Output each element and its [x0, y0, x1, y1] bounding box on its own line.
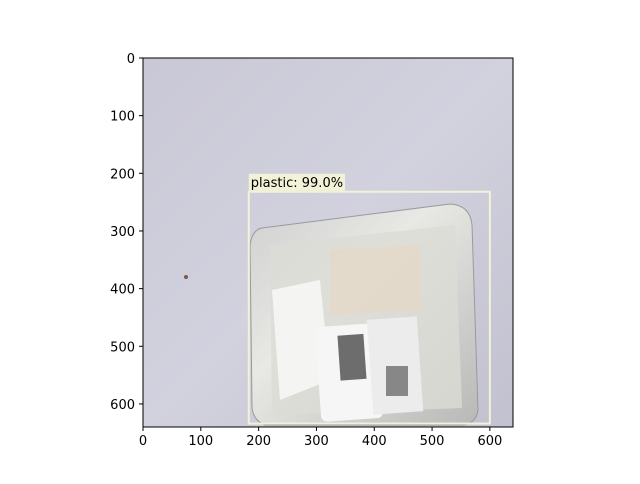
y-tick-label: 500 [110, 340, 135, 355]
x-tick-label: 0 [139, 434, 147, 449]
y-tick-label: 200 [110, 167, 135, 182]
box-label: plastic: 99.0% [251, 176, 343, 191]
x-tick-label: 600 [477, 434, 502, 449]
bounding-box [247, 190, 491, 425]
x-tick-label: 400 [362, 434, 387, 449]
y-tick-label: 600 [110, 398, 135, 413]
y-tick-label: 100 [110, 110, 135, 125]
label-background [248, 173, 346, 191]
y-tick-label: 400 [110, 283, 135, 298]
axes-frame [142, 57, 514, 428]
x-tick-label: 100 [188, 434, 213, 449]
x-tick-label: 200 [246, 434, 271, 449]
photo [143, 58, 513, 427]
y-tick-label: 0 [127, 52, 135, 67]
x-tick-label: 300 [304, 434, 329, 449]
y-tick-label: 300 [110, 225, 135, 240]
x-tick-label: 500 [420, 434, 445, 449]
